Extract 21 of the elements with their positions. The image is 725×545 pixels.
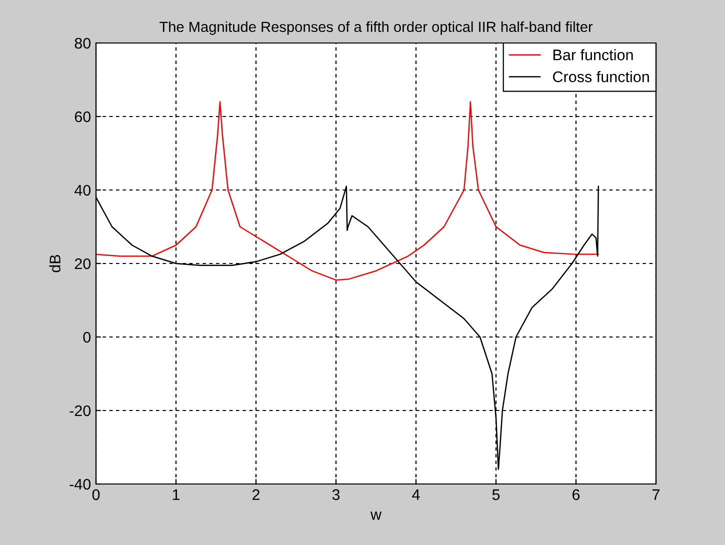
- y-tick-label: 40: [74, 184, 91, 196]
- y-axis-title: dB: [49, 254, 60, 272]
- chart-title: The Magnitude Responses of a fifth order optical IIR half-band filter: [160, 21, 593, 35]
- legend-label: Bar function: [554, 49, 633, 60]
- y-tick-label: 20: [74, 258, 91, 270]
- y-tick-label: 60: [74, 111, 91, 122]
- x-tick-label: 1: [172, 489, 180, 500]
- y-tick-label: -20: [70, 405, 91, 416]
- x-tick-label: 0: [92, 489, 100, 500]
- legend-label: Cross function: [553, 70, 649, 82]
- y-tick-label: 80: [74, 38, 91, 49]
- y-tick-label: 0: [83, 332, 91, 343]
- x-tick-label: 5: [492, 489, 500, 500]
- x-tick-label: 2: [252, 489, 260, 500]
- x-tick-label: 4: [412, 489, 420, 500]
- y-tick-label: -40: [70, 478, 91, 490]
- x-tick-label: 3: [332, 489, 340, 500]
- x-axis-title: w: [370, 512, 382, 520]
- x-tick-label: 6: [572, 489, 580, 500]
- line-series: [96, 101, 600, 281]
- x-tick-label: 7: [652, 489, 660, 500]
